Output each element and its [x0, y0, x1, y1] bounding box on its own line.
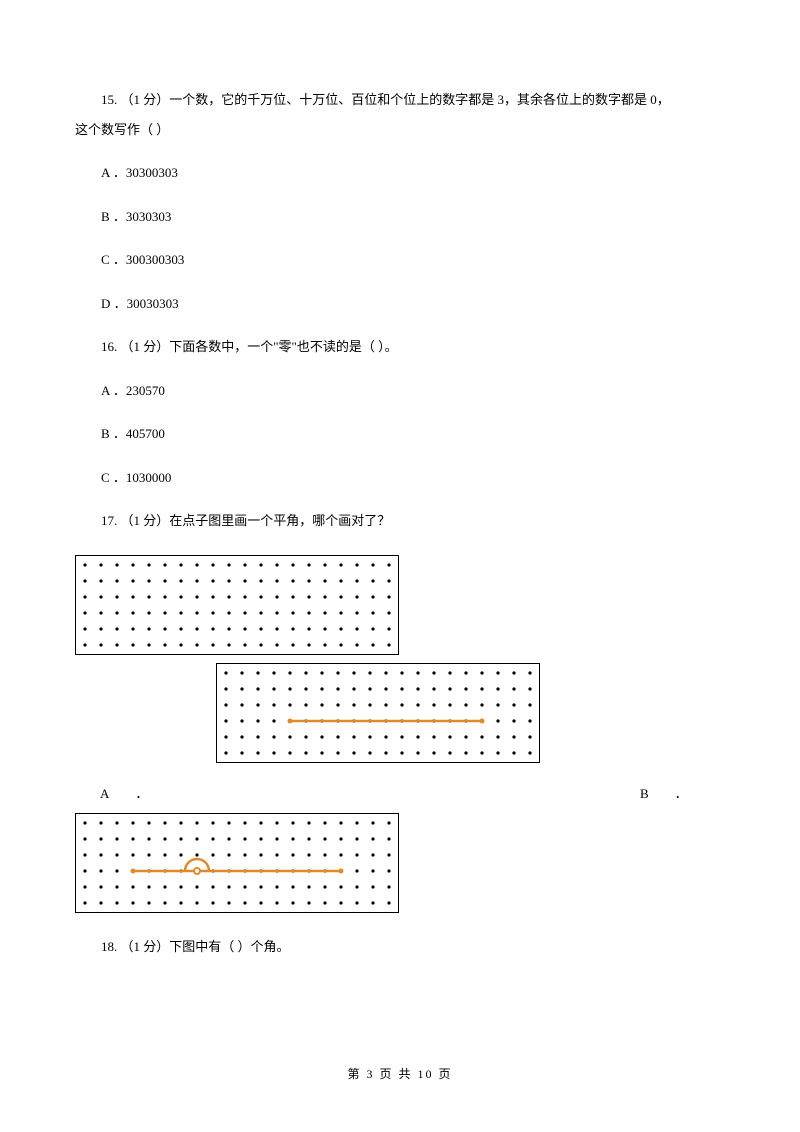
page-footer: 第 3 页 共 10 页 — [0, 1065, 800, 1082]
q16-text: 16. （1 分）下面各数中，一个"零"也不读的是（ ）。 — [75, 337, 725, 357]
q15-optC: C ．300300303 — [75, 250, 725, 270]
q15-text: 15. （1 分）一个数，它的千万位、十万位、百位和个位上的数字都是 3，其余各… — [75, 90, 725, 110]
q17-text: 17. （1 分）在点子图里画一个平角，哪个画对了？ — [75, 511, 725, 531]
q17-labelA: A ． — [100, 783, 148, 802]
q15-text2: 这个数写作（ ） — [75, 120, 725, 140]
q15-optB: B ．3030303 — [75, 207, 725, 227]
q17-option-row: A ． B ． — [0, 663, 800, 813]
q17-grid3 — [75, 813, 800, 917]
q17-grid2 — [216, 663, 540, 767]
q16-optC: C ．1030000 — [75, 468, 725, 488]
q17-labelB: B ． — [640, 783, 688, 802]
q15-optA: A ．30300303 — [75, 163, 725, 183]
q18-text: 18. （1 分）下图中有（ ）个角。 — [75, 937, 725, 957]
page-content: 15. （1 分）一个数，它的千万位、十万位、百位和个位上的数字都是 3，其余各… — [0, 0, 800, 531]
q17-grid1 — [75, 555, 800, 659]
q16-optA: A ．230570 — [75, 381, 725, 401]
q15-optD: D ．30030303 — [75, 294, 725, 314]
q16-optB: B ．405700 — [75, 424, 725, 444]
q18-block: 18. （1 分）下图中有（ ）个角。 — [0, 917, 800, 957]
